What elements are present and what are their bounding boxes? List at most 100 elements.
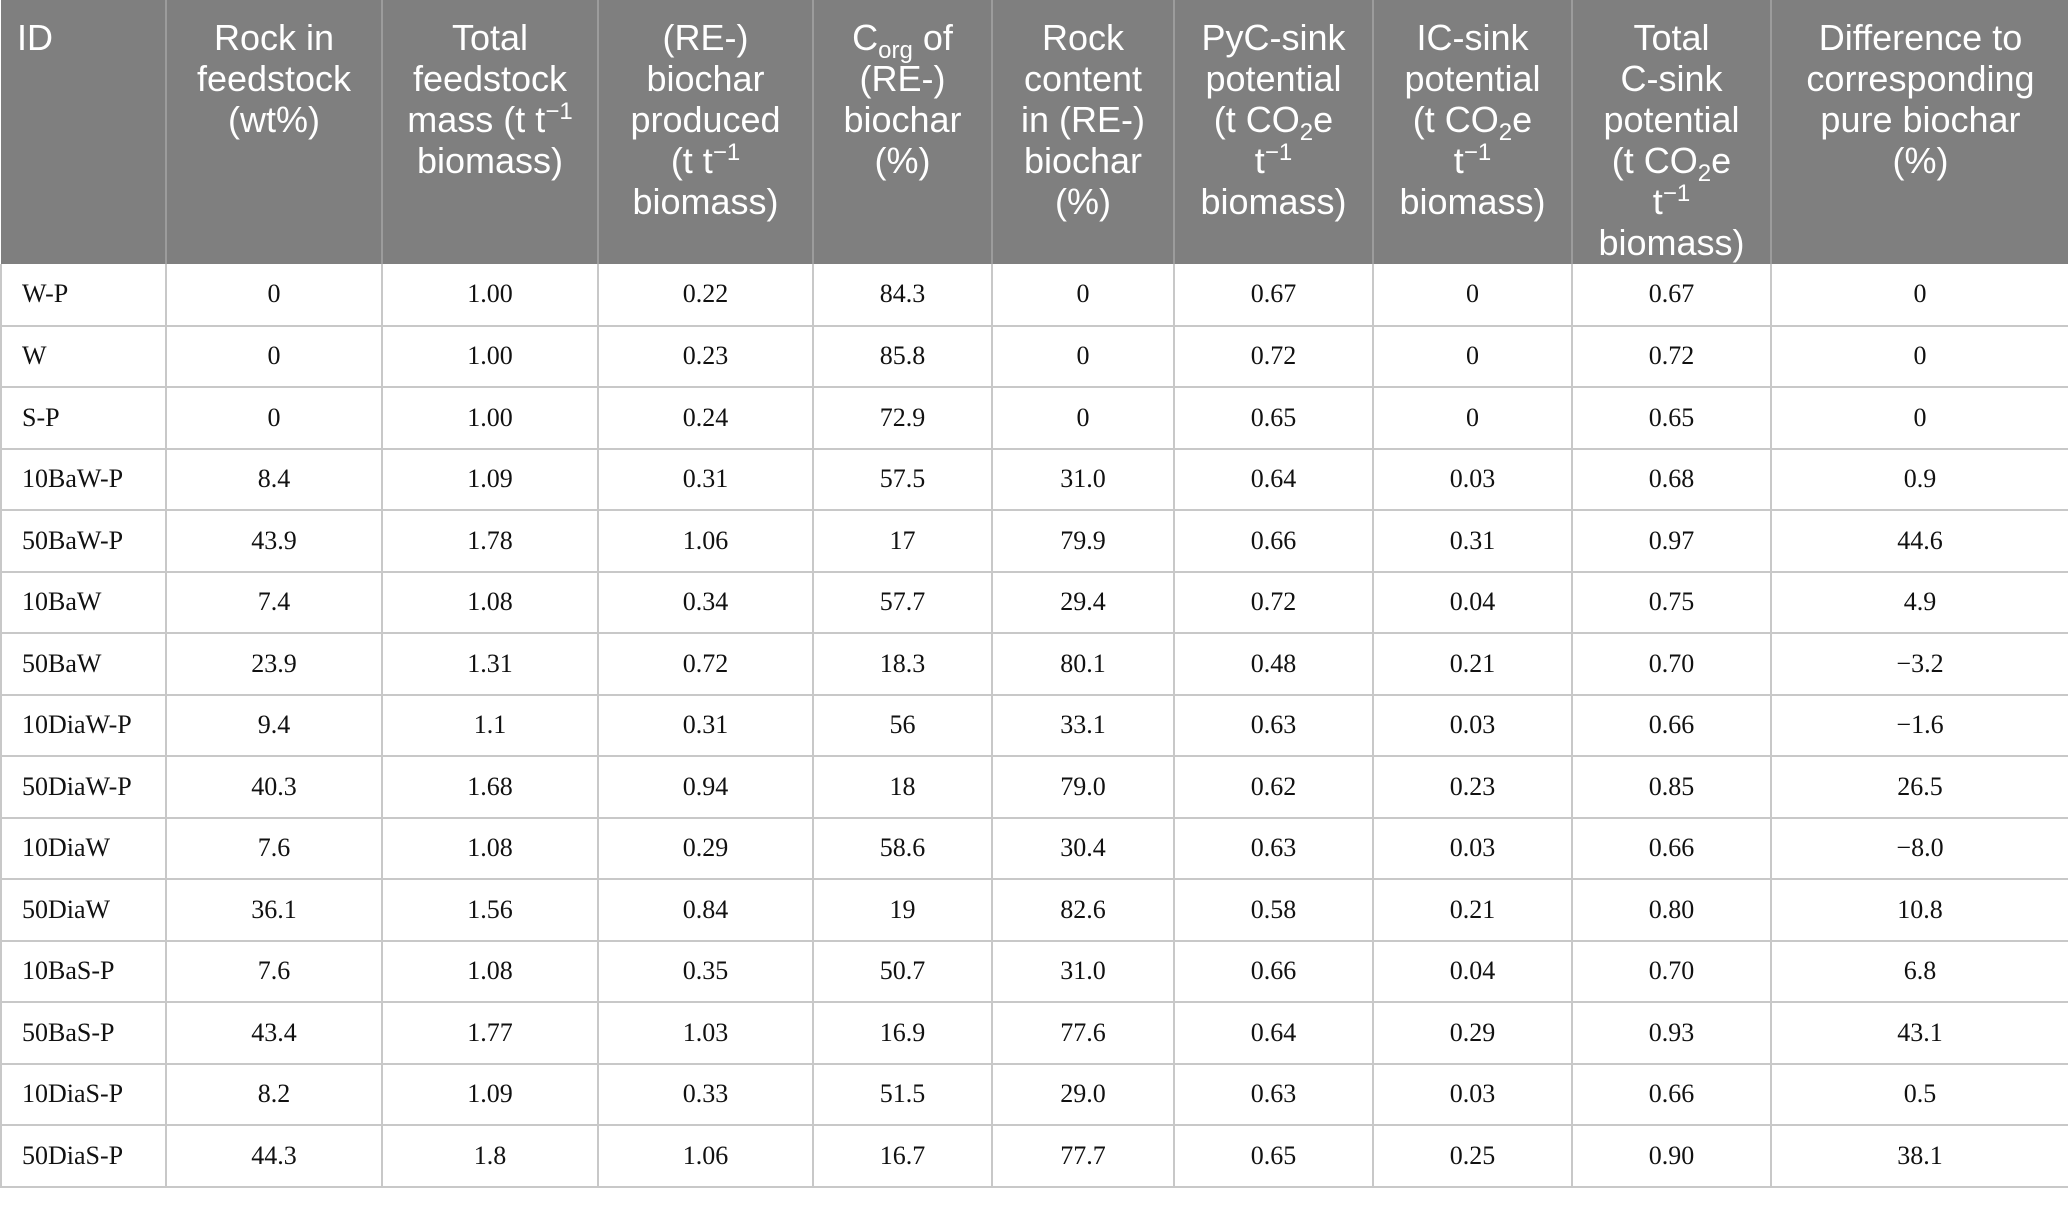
cell-mass: 1.09 (382, 448, 599, 511)
cell-ic: 0 (1373, 325, 1573, 388)
cell-ic: 0.21 (1373, 633, 1573, 696)
cell-rock: 44.3 (166, 1125, 383, 1188)
header-total-feedstock-mass: Total feedstock mass (t t−1 biomass) (382, 0, 599, 264)
cell-produced: 0.94 (598, 756, 814, 819)
table-body: W-P 0 1.00 0.22 84.3 0 0.67 0 0.67 0 W 0 1.00 0.23 85.… (0, 264, 2068, 1188)
cell-ic: 0.03 (1373, 694, 1573, 757)
header-biochar-produced: (RE-) biochar produced (t t−1 biomass) (598, 0, 814, 264)
cell-mass: 1.68 (382, 756, 599, 819)
cell-diff: 4.9 (1771, 571, 2068, 634)
cell-rock: 36.1 (166, 879, 383, 942)
cell-rockcontent: 0 (992, 264, 1175, 327)
cell-rockcontent: 29.0 (992, 1063, 1175, 1126)
cell-rockcontent: 0 (992, 387, 1175, 450)
cell-ic: 0.03 (1373, 448, 1573, 511)
cell-mass: 1.8 (382, 1125, 599, 1188)
cell-diff: −1.6 (1771, 694, 2068, 757)
cell-corg: 16.9 (813, 1002, 993, 1065)
cell-diff: 10.8 (1771, 879, 2068, 942)
cell-produced: 0.35 (598, 940, 814, 1003)
cell-total: 0.97 (1572, 510, 1772, 573)
cell-corg: 18 (813, 756, 993, 819)
cell-rockcontent: 31.0 (992, 448, 1175, 511)
cell-ic: 0.29 (1373, 1002, 1573, 1065)
cell-produced: 0.33 (598, 1063, 814, 1126)
cell-total: 0.66 (1572, 817, 1772, 880)
cell-pyc: 0.63 (1174, 817, 1374, 880)
table-row: 50DiaW 36.1 1.56 0.84 19 82.6 0.58 0.21 0.80 10.8 (0, 879, 2068, 942)
cell-corg: 50.7 (813, 940, 993, 1003)
table-row: 10DiaW 7.6 1.08 0.29 58.6 30.4 0.63 0.03 0.66 −8.… (0, 817, 2068, 880)
table-row: 10BaS-P 7.6 1.08 0.35 50.7 31.0 0.66 0.04 0.70 6.… (0, 940, 2068, 1003)
cell-id: 10BaS-P (0, 940, 167, 1003)
cell-corg: 56 (813, 694, 993, 757)
cell-produced: 1.06 (598, 510, 814, 573)
cell-corg: 18.3 (813, 633, 993, 696)
table-row: 10BaW-P 8.4 1.09 0.31 57.5 31.0 0.64 0.03 0.68 0.… (0, 448, 2068, 511)
cell-mass: 1.77 (382, 1002, 599, 1065)
cell-produced: 0.22 (598, 264, 814, 327)
cell-rock: 43.9 (166, 510, 383, 573)
cell-rock: 0 (166, 387, 383, 450)
table-row: S-P 0 1.00 0.24 72.9 0 0.65 0 0.65 0 (0, 387, 2068, 450)
cell-ic: 0.03 (1373, 1063, 1573, 1126)
cell-corg: 51.5 (813, 1063, 993, 1126)
cell-total: 0.65 (1572, 387, 1772, 450)
cell-rock: 7.6 (166, 817, 383, 880)
header-rock-in-feedstock: Rock in feedstock (wt%) (166, 0, 383, 264)
cell-mass: 1.08 (382, 817, 599, 880)
cell-ic: 0.23 (1373, 756, 1573, 819)
cell-mass: 1.00 (382, 387, 599, 450)
cell-id: 10DiaW (0, 817, 167, 880)
cell-total: 0.85 (1572, 756, 1772, 819)
cell-produced: 0.31 (598, 448, 814, 511)
cell-rock: 7.4 (166, 571, 383, 634)
cell-id: 50DiaS-P (0, 1125, 167, 1188)
cell-rockcontent: 80.1 (992, 633, 1175, 696)
cell-total: 0.70 (1572, 940, 1772, 1003)
cell-pyc: 0.66 (1174, 510, 1374, 573)
cell-rockcontent: 29.4 (992, 571, 1175, 634)
cell-ic: 0 (1373, 264, 1573, 327)
cell-diff: 0.9 (1771, 448, 2068, 511)
table-row: W 0 1.00 0.23 85.8 0 0.72 0 0.72 0 (0, 325, 2068, 388)
cell-ic: 0.04 (1373, 571, 1573, 634)
cell-corg: 84.3 (813, 264, 993, 327)
cell-diff: 0 (1771, 264, 2068, 327)
cell-ic: 0.03 (1373, 817, 1573, 880)
cell-id: 50DiaW-P (0, 756, 167, 819)
cell-mass: 1.00 (382, 325, 599, 388)
cell-diff: 44.6 (1771, 510, 2068, 573)
cell-mass: 1.1 (382, 694, 599, 757)
cell-rockcontent: 79.0 (992, 756, 1175, 819)
cell-rockcontent: 30.4 (992, 817, 1175, 880)
table-row: 50BaW 23.9 1.31 0.72 18.3 80.1 0.48 0.21 0.70 −3.… (0, 633, 2068, 696)
cell-corg: 19 (813, 879, 993, 942)
cell-pyc: 0.58 (1174, 879, 1374, 942)
cell-produced: 0.31 (598, 694, 814, 757)
header-pyc-sink: PyC-sink potential (t CO2e t−1 biomass) (1174, 0, 1374, 264)
cell-pyc: 0.72 (1174, 325, 1374, 388)
cell-mass: 1.78 (382, 510, 599, 573)
cell-produced: 0.24 (598, 387, 814, 450)
header-rock-content: Rock content in (RE-) biochar (%) (992, 0, 1175, 264)
cell-diff: −3.2 (1771, 633, 2068, 696)
cell-ic: 0.21 (1373, 879, 1573, 942)
cell-corg: 72.9 (813, 387, 993, 450)
cell-mass: 1.00 (382, 264, 599, 327)
cell-diff: 26.5 (1771, 756, 2068, 819)
table-row: 10BaW 7.4 1.08 0.34 57.7 29.4 0.72 0.04 0.75 4.9 (0, 571, 2068, 634)
cell-id: W-P (0, 264, 167, 327)
cell-total: 0.93 (1572, 1002, 1772, 1065)
cell-produced: 0.34 (598, 571, 814, 634)
cell-rock: 9.4 (166, 694, 383, 757)
cell-ic: 0.04 (1373, 940, 1573, 1003)
cell-rockcontent: 79.9 (992, 510, 1175, 573)
cell-mass: 1.08 (382, 571, 599, 634)
cell-rock: 7.6 (166, 940, 383, 1003)
cell-total: 0.67 (1572, 264, 1772, 327)
cell-rock: 0 (166, 325, 383, 388)
cell-rock: 8.2 (166, 1063, 383, 1126)
table-row: 50DiaW-P 40.3 1.68 0.94 18 79.0 0.62 0.23 0.85 26… (0, 756, 2068, 819)
header-total-c-sink: Total C-sink potential (t CO2e t−1 biomass) (1572, 0, 1772, 264)
